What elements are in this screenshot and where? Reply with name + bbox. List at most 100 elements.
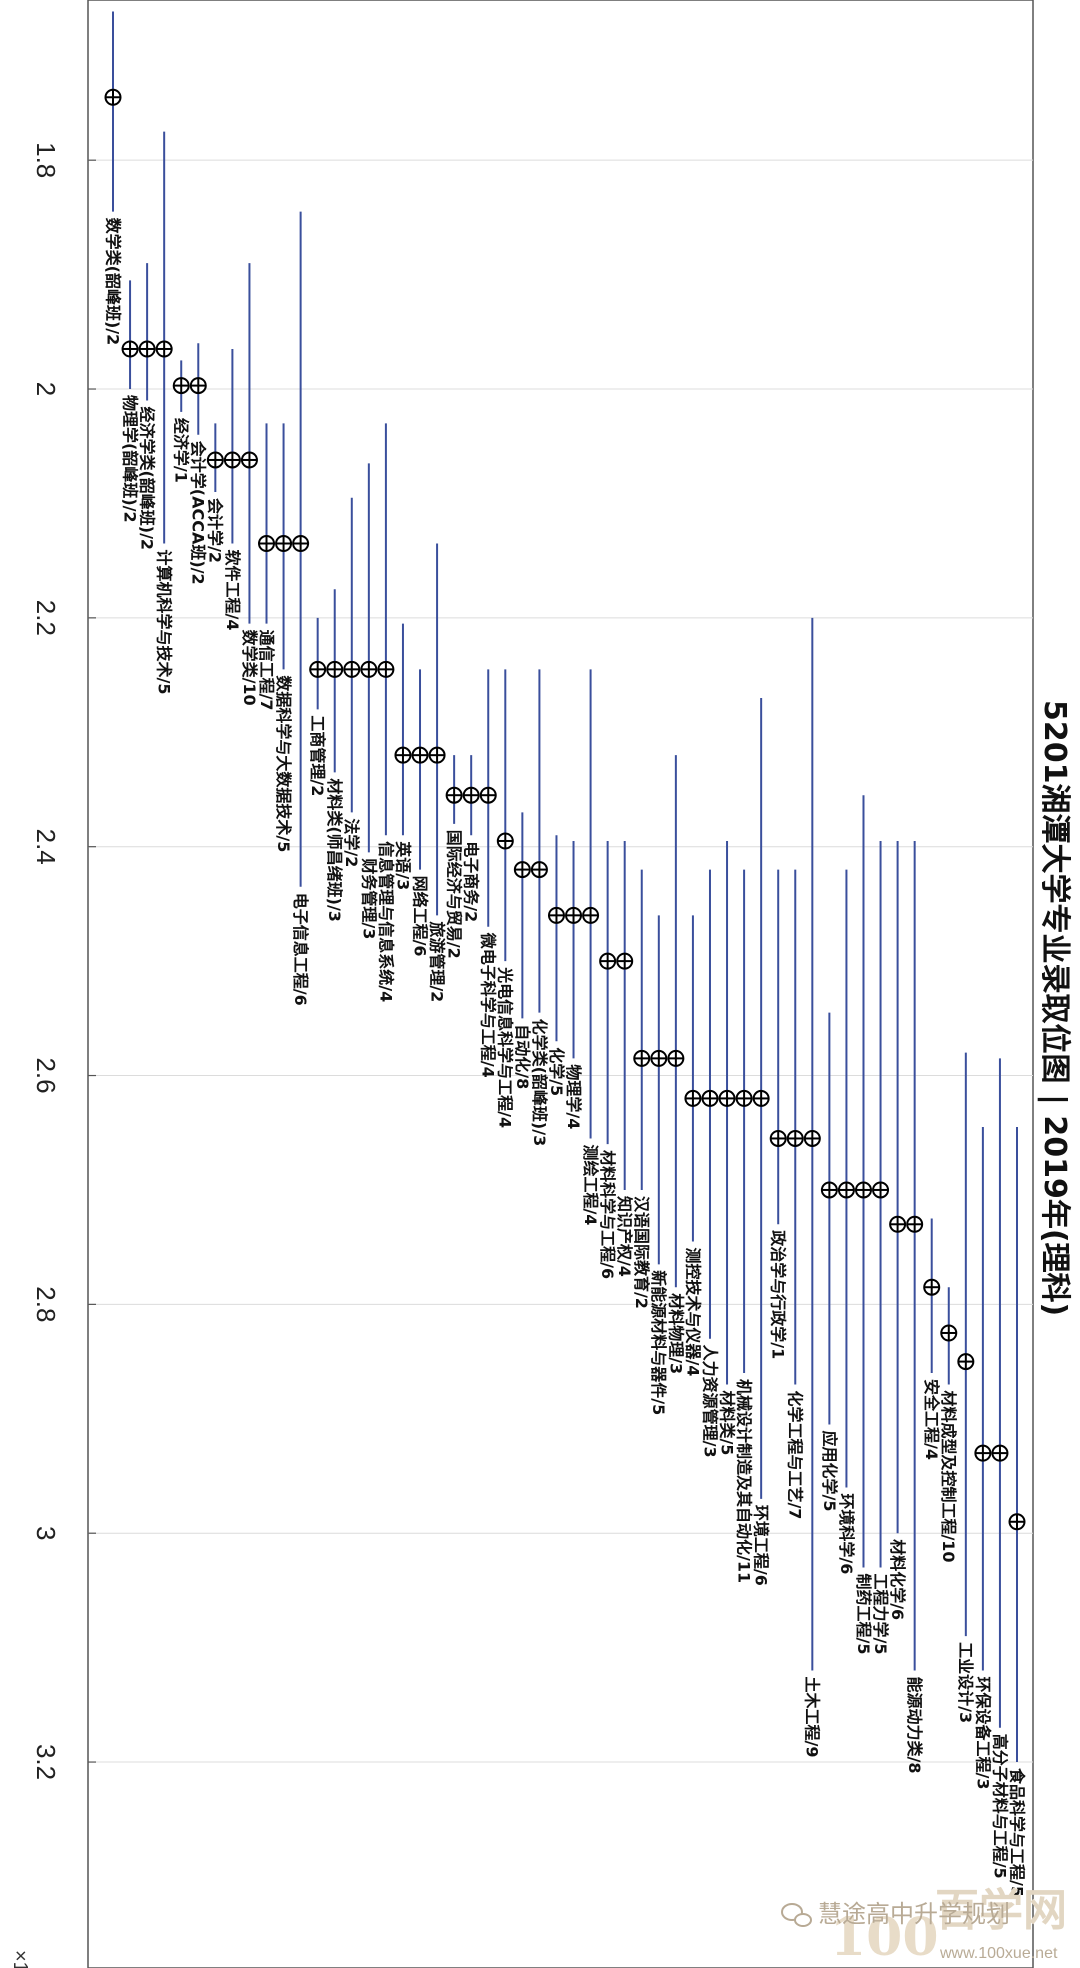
major-label: 自动化/8 bbox=[513, 1024, 532, 1089]
axis-multiplier: ×10⁴ bbox=[9, 1950, 31, 1968]
rank-marker bbox=[343, 660, 361, 678]
major-label: 材料类(师昌绪班)/3 bbox=[325, 778, 344, 922]
y-tick-label: 2 bbox=[31, 382, 61, 396]
major-label: 数据科学与大数据技术/5 bbox=[274, 675, 293, 852]
rank-marker bbox=[957, 1353, 975, 1371]
rank-marker bbox=[718, 1089, 736, 1107]
major-label: 财务管理/3 bbox=[359, 857, 378, 939]
major-label: 信息管理与信息系统/4 bbox=[376, 841, 395, 1002]
major-label: 新能源材料与器件/5 bbox=[649, 1270, 668, 1415]
major-label: 经济学类(韶峰班)/2 bbox=[138, 406, 157, 550]
rank-marker bbox=[155, 340, 173, 358]
rank-marker bbox=[394, 746, 412, 764]
major-labels: 数学类(韶峰班)/2 物理学(韶峰班)/2经济学类(韶峰班)/2计算机科学与技术/… bbox=[103, 218, 1026, 1897]
rank-marker bbox=[240, 451, 258, 469]
rank-marker bbox=[752, 1089, 770, 1107]
major-label: 物理学(韶峰班)/2 bbox=[120, 395, 139, 523]
rank-marker bbox=[547, 906, 565, 924]
rank-marker bbox=[684, 1089, 702, 1107]
rank-marker bbox=[650, 1049, 668, 1067]
rank-marker bbox=[1008, 1513, 1026, 1531]
major-label: 会计学(ACCA班)/2 bbox=[189, 441, 208, 585]
rank-marker bbox=[411, 746, 429, 764]
major-label: 法学/2 bbox=[342, 818, 361, 867]
major-label: 安全工程/4 bbox=[922, 1379, 941, 1460]
major-label: 能源动力类/8 bbox=[905, 1677, 924, 1774]
y-tick-label: 2.4 bbox=[31, 829, 61, 865]
major-label: 材料化学/6 bbox=[888, 1539, 907, 1620]
major-label: 物理学/4 bbox=[564, 1064, 583, 1129]
rank-marker bbox=[530, 861, 548, 879]
major-label: 环境工程/6 bbox=[752, 1505, 771, 1586]
watermark-brand-text: 百学网 bbox=[935, 1885, 1067, 1936]
major-label: 电子信息工程/6 bbox=[291, 893, 310, 1006]
rank-ranges bbox=[112, 11, 1018, 1763]
major-label: 数学类/10 bbox=[240, 630, 259, 706]
rank-marker bbox=[258, 534, 276, 552]
rank-marker bbox=[275, 534, 293, 552]
rank-marker bbox=[223, 451, 241, 469]
rank-marker bbox=[189, 377, 207, 395]
y-axis-ticks: 1.8 2 2.2 2.4 2.6 2.8 3 3.2 bbox=[31, 142, 96, 1780]
major-label: 旅游管理/2 bbox=[427, 921, 446, 1002]
y-tick-label: 2.6 bbox=[31, 1057, 61, 1093]
grid-lines bbox=[88, 159, 1033, 1763]
rank-marker bbox=[701, 1089, 719, 1107]
chart-title: 5201湘潭大学专业录取位图 | 2019年(理科) bbox=[1037, 700, 1072, 1316]
rank-marker bbox=[206, 451, 224, 469]
major-label: 测控技术与仪器/4 bbox=[683, 1247, 702, 1376]
major-label: 人力资源管理/3 bbox=[700, 1345, 719, 1458]
major-label: 高分子材料与工程/5 bbox=[990, 1734, 1009, 1879]
major-label: 材料类/5 bbox=[717, 1390, 736, 1455]
y-tick-label: 2.2 bbox=[31, 600, 61, 636]
major-label: 工商管理/2 bbox=[308, 715, 327, 796]
rank-marker bbox=[974, 1444, 992, 1462]
major-label: 化学工程与工艺/7 bbox=[786, 1390, 805, 1519]
y-tick-label: 2.8 bbox=[31, 1286, 61, 1322]
major-label: 土木工程/9 bbox=[803, 1677, 822, 1758]
rank-marker bbox=[633, 1049, 651, 1067]
rank-marker bbox=[667, 1049, 685, 1067]
major-label: 软件工程/4 bbox=[223, 549, 242, 630]
rank-marker bbox=[991, 1444, 1009, 1462]
rank-marker bbox=[428, 746, 446, 764]
major-label: 国际经济与贸易/2 bbox=[445, 830, 464, 959]
rank-marker bbox=[582, 906, 600, 924]
major-label: 机械设计制造及其自动化/11 bbox=[734, 1379, 753, 1583]
rank-marker bbox=[138, 340, 156, 358]
major-label: 知识产权/4 bbox=[615, 1196, 634, 1277]
watermark: 100 百学网 www.100xue.net 慧途高中升学规划 bbox=[781, 1885, 1067, 1968]
major-label: 电子商务/2 bbox=[462, 841, 481, 922]
major-label: 化学/5 bbox=[547, 1047, 566, 1096]
wechat-icon bbox=[781, 1903, 812, 1927]
rank-marker bbox=[513, 861, 531, 879]
rank-marker bbox=[462, 786, 480, 804]
major-label: 会计学/2 bbox=[206, 498, 225, 563]
major-label: 化学类(韶峰班)/3 bbox=[530, 1019, 549, 1147]
watermark-account: 慧途高中升学规划 bbox=[818, 1900, 1010, 1928]
major-label: 环保设备工程/3 bbox=[973, 1677, 992, 1790]
rank-marker bbox=[906, 1215, 924, 1233]
major-label: 经济学/1 bbox=[172, 418, 191, 483]
rank-marker bbox=[786, 1129, 804, 1147]
rank-marker bbox=[923, 1278, 941, 1296]
rank-marker bbox=[769, 1129, 787, 1147]
major-label: 网络工程/6 bbox=[410, 876, 429, 957]
plot-background bbox=[87, 0, 1034, 1968]
rank-marker bbox=[496, 832, 514, 850]
major-label: 测绘工程/4 bbox=[581, 1144, 600, 1225]
major-label: 食品科学与工程/5 bbox=[1007, 1767, 1026, 1897]
rank-marker bbox=[735, 1089, 753, 1107]
rank-marker bbox=[479, 786, 497, 804]
rank-marker bbox=[292, 534, 310, 552]
major-label: 英语/3 bbox=[393, 840, 412, 890]
rank-marker bbox=[854, 1181, 872, 1199]
major-label: 工业设计/3 bbox=[956, 1642, 975, 1723]
rank-marker bbox=[940, 1324, 958, 1342]
rank-marker bbox=[445, 786, 463, 804]
rank-marker bbox=[872, 1181, 890, 1199]
rank-marker bbox=[565, 906, 583, 924]
y-tick-label: 3 bbox=[31, 1526, 61, 1540]
rank-marker bbox=[309, 660, 327, 678]
